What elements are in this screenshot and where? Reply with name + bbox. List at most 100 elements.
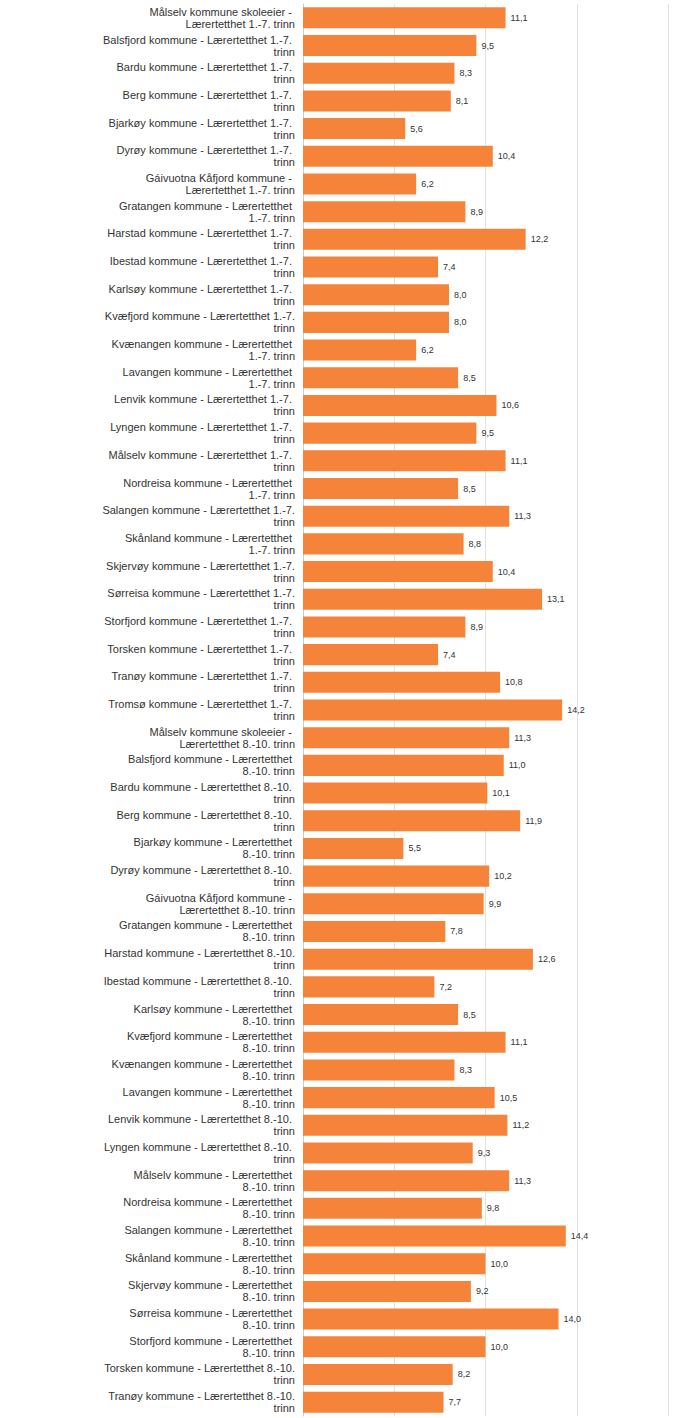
svg-text:8,9: 8,9 [470,622,483,632]
svg-text:8.-10. trinn: 8.-10. trinn [242,765,295,777]
svg-text:Balsfjord kommune - Lærertetth: Balsfjord kommune - Lærertetthet 1.-7. [103,34,295,46]
svg-text:Harstad kommune - Lærertetthet: Harstad kommune - Lærertetthet 8.-10. [104,947,295,959]
svg-text:trinn: trinn [274,267,295,279]
svg-text:7,2: 7,2 [439,982,452,992]
svg-text:trinn: trinn [274,295,295,307]
svg-text:7,4: 7,4 [443,650,456,660]
svg-text:8.-10. trinn: 8.-10. trinn [242,1347,295,1359]
svg-text:Gáivuotna Kåfjord kommune -: Gáivuotna Kåfjord kommune - [146,172,295,184]
svg-text:Harstad kommune - Lærertetthet: Harstad kommune - Lærertetthet 1.-7. [107,227,295,239]
svg-text:1.-7. trinn: 1.-7. trinn [249,489,295,501]
svg-text:Gratangen kommune - Lærertetth: Gratangen kommune - Lærertetthet [119,919,295,931]
svg-text:Lærertetthet 1.-7. trinn: Lærertetthet 1.-7. trinn [186,184,295,196]
svg-text:6,2: 6,2 [421,179,434,189]
svg-text:8.-10. trinn: 8.-10. trinn [242,1042,295,1054]
svg-text:Kvæfjord kommune - Lærertetthe: Kvæfjord kommune - Lærertetthet [127,1030,295,1042]
svg-text:1.-7. trinn: 1.-7. trinn [249,378,295,390]
svg-text:8.-10. trinn: 8.-10. trinn [242,1264,295,1276]
svg-text:Lærertetthet 8.-10. trinn: Lærertetthet 8.-10. trinn [179,904,295,916]
svg-text:Salangen kommune - Lærertetthe: Salangen kommune - Lærertetthet 1.-7. [102,504,295,516]
svg-text:Torsken kommune - Lærertetthet: Torsken kommune - Lærertetthet 8.-10. [104,1362,295,1374]
svg-text:trinn: trinn [274,1125,295,1137]
svg-text:8,5: 8,5 [463,1010,476,1020]
svg-text:Berg kommune - Lærertetthet 8.: Berg kommune - Lærertetthet 8.-10. [116,809,295,821]
svg-text:14,0: 14,0 [564,1314,582,1324]
svg-text:Storfjord kommune - Lærertetth: Storfjord kommune - Lærertetthet [129,1335,295,1347]
svg-text:Bardu kommune - Lærertetthet 8: Bardu kommune - Lærertetthet 8.-10. [110,781,295,793]
svg-text:Lavangen kommune - Lærertetthe: Lavangen kommune - Lærertetthet [123,366,295,378]
svg-text:Lyngen kommune - Lærertetthet: Lyngen kommune - Lærertetthet 1.-7. [110,421,295,433]
svg-text:trinn: trinn [274,405,295,417]
svg-text:8,0: 8,0 [454,317,467,327]
svg-text:8.-10. trinn: 8.-10. trinn [242,1098,295,1110]
svg-text:trinn: trinn [274,239,295,251]
svg-text:trinn: trinn [271,959,295,971]
svg-text:8,3: 8,3 [459,68,472,78]
svg-text:10,0: 10,0 [491,1342,509,1352]
svg-text:Kvænangen kommune - Lærertetth: Kvænangen kommune - Lærertetthet [112,1058,295,1070]
svg-text:Skånland kommune - Lærertetthe: Skånland kommune - Lærertetthet [125,532,295,544]
svg-text:1.-7. trinn: 1.-7. trinn [249,212,295,224]
svg-text:10,5: 10,5 [500,1093,518,1103]
svg-text:Bardu kommune - Lærertetthet 1: Bardu kommune - Lærertetthet 1.-7. [116,61,295,73]
svg-text:trinn: trinn [271,322,295,334]
svg-text:11,3: 11,3 [514,733,531,743]
svg-text:Ibestad kommune - Lærertetthet: Ibestad kommune - Lærertetthet 8.-10. [104,975,295,987]
svg-text:13,1: 13,1 [547,594,565,604]
svg-text:9,5: 9,5 [481,41,494,51]
svg-text:8.-10. trinn: 8.-10. trinn [242,1319,295,1331]
svg-text:Tranøy kommune - Lærertetthet: Tranøy kommune - Lærertetthet 1.-7. [111,670,295,682]
svg-text:trinn: trinn [271,1402,295,1414]
svg-text:Målselv kommune - Lærertetthet: Målselv kommune - Lærertetthet 1.-7. [109,449,295,461]
svg-text:Gratangen kommune - Lærertetth: Gratangen kommune - Lærertetthet [119,200,295,212]
svg-text:10,0: 10,0 [491,1259,509,1269]
svg-text:11,9: 11,9 [525,816,542,826]
svg-text:Kvæfjord kommune - Lærertetthe: Kvæfjord kommune - Lærertetthet 1.-7. [105,310,295,322]
svg-text:9,9: 9,9 [489,899,502,909]
svg-text:11,3: 11,3 [514,1176,531,1186]
svg-text:8,1: 8,1 [456,96,469,106]
svg-text:Berg kommune - Lærertetthet 1.: Berg kommune - Lærertetthet 1.-7. [123,89,295,101]
svg-text:trinn: trinn [274,821,295,833]
svg-text:Målselv kommune skoleeier -: Målselv kommune skoleeier - [150,6,296,18]
svg-text:Sørreisa kommune - Lærertetthe: Sørreisa kommune - Lærertetthet [129,1307,295,1319]
svg-text:Karlsøy kommune - Lærertetthet: Karlsøy kommune - Lærertetthet 1.-7. [109,283,295,295]
svg-text:Tranøy kommune - Lærertetthet: Tranøy kommune - Lærertetthet 8.-10. [108,1390,295,1402]
svg-text:Dyrøy kommune - Lærertetthet 8: Dyrøy kommune - Lærertetthet 8.-10. [110,864,295,876]
svg-text:7,7: 7,7 [449,1397,462,1407]
svg-text:trinn: trinn [274,793,295,805]
svg-text:10,8: 10,8 [505,677,523,687]
svg-text:trinn: trinn [271,572,295,584]
svg-text:8.-10. trinn: 8.-10. trinn [242,1208,295,1220]
svg-text:5,6: 5,6 [410,124,423,134]
svg-text:8,3: 8,3 [459,1065,472,1075]
svg-text:Målselv kommune - Lærertetthet: Målselv kommune - Lærertetthet [134,1169,295,1181]
svg-text:11,3: 11,3 [514,511,531,521]
svg-text:Balsfjord kommune - Lærertetth: Balsfjord kommune - Lærertetthet [128,753,295,765]
svg-text:14,4: 14,4 [571,1231,589,1241]
svg-text:10,2: 10,2 [494,871,512,881]
svg-text:trinn: trinn [274,627,295,639]
svg-text:trinn: trinn [271,516,295,528]
svg-text:Bjarkøy kommune - Lærertetthet: Bjarkøy kommune - Lærertetthet 1.-7. [109,117,295,129]
svg-text:Lærertetthet 1.-7. trinn: Lærertetthet 1.-7. trinn [186,18,295,30]
svg-text:Storfjord kommune - Lærertetth: Storfjord kommune - Lærertetthet 1.-7. [104,615,295,627]
svg-text:8.-10. trinn: 8.-10. trinn [242,1236,295,1248]
svg-text:14,2: 14,2 [567,705,585,715]
svg-text:trinn: trinn [274,1153,295,1165]
svg-text:9,3: 9,3 [478,1148,491,1158]
svg-text:trinn: trinn [274,682,295,694]
svg-text:8.-10. trinn: 8.-10. trinn [242,1070,295,1082]
svg-text:trinn: trinn [274,987,295,999]
svg-text:7,8: 7,8 [450,926,463,936]
svg-text:Lenvik kommune - Lærertetthet: Lenvik kommune - Lærertetthet 1.-7. [114,393,295,405]
svg-text:Sørreisa kommune - Lærertetthe: Sørreisa kommune - Lærertetthet 1.-7. [107,587,295,599]
svg-text:trinn: trinn [274,46,295,58]
svg-text:11,1: 11,1 [511,1037,528,1047]
svg-text:9,5: 9,5 [481,428,494,438]
svg-text:Gáivuotna Kåfjord kommune -: Gáivuotna Kåfjord kommune - [146,892,295,904]
svg-text:8,0: 8,0 [454,290,467,300]
svg-text:Karlsøy kommune - Lærertetthet: Karlsøy kommune - Lærertetthet [134,1003,295,1015]
svg-text:Lavangen kommune - Lærertetthe: Lavangen kommune - Lærertetthet [123,1086,295,1098]
svg-text:6,2: 6,2 [421,345,434,355]
